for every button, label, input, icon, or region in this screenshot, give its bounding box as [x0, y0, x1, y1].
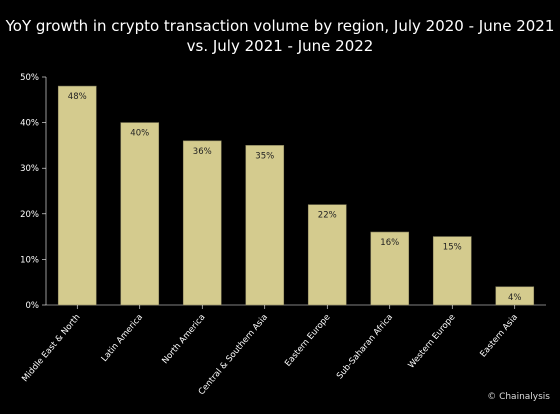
x-category-label: North America: [160, 313, 207, 367]
bar: [120, 122, 160, 306]
chart-title-line-1: YoY growth in crypto transaction volume …: [5, 17, 555, 35]
x-category-label: Latin America: [100, 313, 145, 364]
bar-data-label: 35%: [255, 151, 274, 161]
bar-data-label: 16%: [380, 238, 399, 248]
bar: [182, 140, 222, 306]
chart-title: YoY growth in crypto transaction volume …: [0, 16, 560, 56]
chart-title-line-2: vs. July 2021 - June 2022: [186, 37, 374, 55]
x-category-label: Eastern Asia: [478, 313, 520, 360]
y-tick-label: 40%: [20, 119, 39, 129]
x-category-label: Western Europe: [407, 313, 458, 371]
y-tick-label: 30%: [20, 164, 39, 174]
x-category-label: Central & Southern Asia: [197, 313, 270, 398]
bar: [245, 145, 285, 306]
bar: [370, 231, 410, 306]
bar-data-label: 4%: [508, 293, 522, 303]
y-tick-label: 10%: [20, 255, 39, 265]
bar-data-label: 15%: [443, 243, 462, 253]
bar-data-label: 36%: [193, 147, 212, 157]
bar: [57, 85, 97, 306]
x-category-label: Sub-Saharan Africa: [335, 313, 395, 382]
bar-data-label: 48%: [68, 92, 87, 102]
bar: [307, 204, 347, 306]
source-credit: © Chainalysis: [487, 392, 550, 402]
y-tick-label: 20%: [20, 210, 39, 220]
bar-data-label: 22%: [318, 211, 337, 221]
bar-data-label: 40%: [130, 129, 149, 139]
x-category-label: Middle East & North: [20, 313, 82, 384]
x-category-label: Eastern Europe: [283, 313, 332, 369]
y-tick-label: 0%: [26, 301, 40, 311]
y-tick-label: 50%: [20, 73, 39, 83]
